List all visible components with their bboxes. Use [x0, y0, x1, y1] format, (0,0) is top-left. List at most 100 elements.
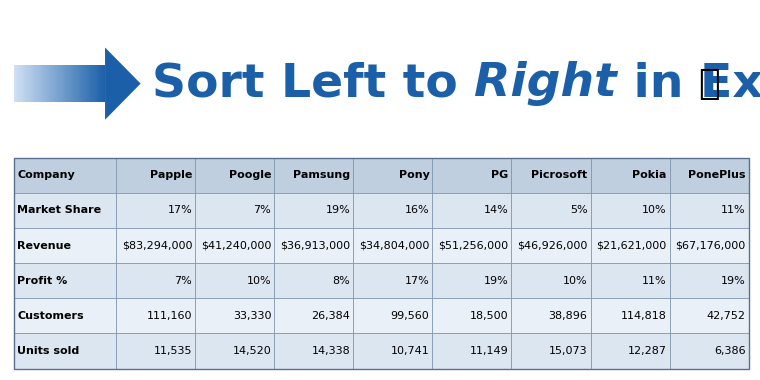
Text: 11,149: 11,149 — [470, 346, 508, 356]
Bar — [274, 334, 353, 369]
Text: 19%: 19% — [325, 206, 350, 215]
Bar — [432, 263, 511, 298]
Polygon shape — [29, 65, 30, 102]
Polygon shape — [63, 65, 64, 102]
Polygon shape — [18, 65, 20, 102]
Polygon shape — [30, 65, 31, 102]
Text: 11%: 11% — [721, 206, 746, 215]
Text: $67,176,000: $67,176,000 — [676, 241, 746, 250]
Bar — [591, 158, 670, 193]
Polygon shape — [34, 65, 36, 102]
Polygon shape — [95, 65, 96, 102]
Bar — [432, 298, 511, 334]
Bar — [14, 263, 116, 298]
Polygon shape — [77, 65, 78, 102]
Text: Customers: Customers — [17, 311, 84, 321]
Polygon shape — [43, 65, 45, 102]
Polygon shape — [84, 65, 86, 102]
Bar — [670, 298, 749, 334]
Bar — [195, 298, 274, 334]
Polygon shape — [36, 65, 38, 102]
Polygon shape — [96, 65, 97, 102]
Text: 19%: 19% — [483, 276, 508, 286]
Text: 17%: 17% — [404, 276, 429, 286]
Text: Profit %: Profit % — [17, 276, 68, 286]
Bar — [195, 193, 274, 228]
Text: 11%: 11% — [642, 276, 667, 286]
Bar — [432, 158, 511, 193]
Bar — [670, 193, 749, 228]
Bar — [670, 228, 749, 263]
Polygon shape — [20, 65, 21, 102]
Polygon shape — [104, 65, 105, 102]
Polygon shape — [87, 65, 88, 102]
Polygon shape — [16, 65, 17, 102]
Polygon shape — [14, 65, 15, 102]
Polygon shape — [27, 65, 29, 102]
Bar — [591, 298, 670, 334]
Text: 19%: 19% — [720, 276, 746, 286]
Bar — [14, 193, 116, 228]
Polygon shape — [68, 65, 70, 102]
Polygon shape — [105, 48, 141, 120]
Bar — [591, 228, 670, 263]
Polygon shape — [32, 65, 33, 102]
Polygon shape — [81, 65, 82, 102]
Polygon shape — [97, 65, 98, 102]
Text: 5%: 5% — [570, 206, 587, 215]
Text: Poogle: Poogle — [229, 170, 271, 180]
Text: 17%: 17% — [167, 206, 192, 215]
Bar — [14, 334, 116, 369]
Polygon shape — [79, 65, 80, 102]
Polygon shape — [93, 65, 95, 102]
Text: Pamsung: Pamsung — [293, 170, 350, 180]
Text: 7%: 7% — [254, 206, 271, 215]
Bar — [116, 334, 195, 369]
Bar — [591, 193, 670, 228]
Text: 18,500: 18,500 — [470, 311, 508, 321]
Bar — [274, 263, 353, 298]
Polygon shape — [45, 65, 46, 102]
Polygon shape — [89, 65, 90, 102]
Bar — [274, 193, 353, 228]
Bar — [432, 193, 511, 228]
Polygon shape — [38, 65, 39, 102]
Text: Papple: Papple — [150, 170, 192, 180]
Polygon shape — [90, 65, 91, 102]
Text: 7%: 7% — [175, 276, 192, 286]
Polygon shape — [39, 65, 40, 102]
Text: Pokia: Pokia — [632, 170, 667, 180]
Text: Market Share: Market Share — [17, 206, 102, 215]
Polygon shape — [65, 65, 66, 102]
Polygon shape — [72, 65, 73, 102]
Text: PonePlus: PonePlus — [688, 170, 746, 180]
Bar — [591, 334, 670, 369]
Text: $36,913,000: $36,913,000 — [280, 241, 350, 250]
Polygon shape — [74, 65, 75, 102]
Text: 99,560: 99,560 — [391, 311, 429, 321]
Bar — [353, 334, 432, 369]
Text: 8%: 8% — [333, 276, 350, 286]
Text: Revenue: Revenue — [17, 241, 71, 250]
Bar — [116, 228, 195, 263]
Polygon shape — [56, 65, 57, 102]
Bar — [353, 158, 432, 193]
Polygon shape — [41, 65, 43, 102]
Text: 12,287: 12,287 — [628, 346, 667, 356]
Bar — [195, 228, 274, 263]
Text: 42,752: 42,752 — [707, 311, 746, 321]
Bar — [670, 263, 749, 298]
Polygon shape — [66, 65, 68, 102]
Polygon shape — [91, 65, 93, 102]
Bar — [195, 263, 274, 298]
Text: PG: PG — [491, 170, 508, 180]
Bar — [353, 263, 432, 298]
Bar — [14, 158, 749, 369]
Polygon shape — [88, 65, 89, 102]
Bar — [274, 158, 353, 193]
Text: $41,240,000: $41,240,000 — [201, 241, 271, 250]
Polygon shape — [25, 65, 27, 102]
Polygon shape — [86, 65, 87, 102]
Polygon shape — [75, 65, 77, 102]
Polygon shape — [54, 65, 55, 102]
